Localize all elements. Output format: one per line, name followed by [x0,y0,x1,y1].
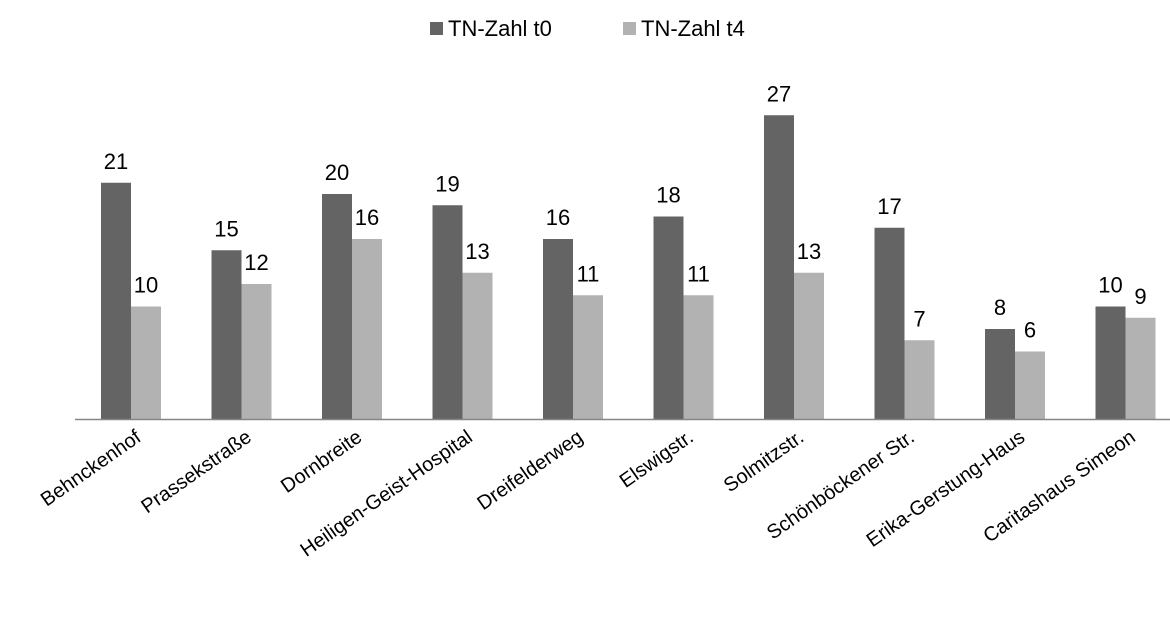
category-label-solmitzstr: Solmitzstr. [720,426,808,497]
value-label-tn-zahl-t4-schoenboeckener-str: 7 [913,306,925,331]
value-label-tn-zahl-t4-solmitzstr: 13 [797,239,821,264]
value-label-tn-zahl-t0-heiligen-geist-hospital: 19 [435,171,459,196]
category-label-elswigstr: Elswigstr. [616,426,698,492]
value-label-tn-zahl-t4-caritashaus-simeon: 9 [1134,284,1146,309]
bar-tn-zahl-t4-erika-gerstung-haus [1015,351,1045,419]
legend-swatch-tn-zahl-t4 [623,22,636,35]
bar-tn-zahl-t4-behnckenhof [131,306,161,419]
category-label-behnckenhof: Behnckenhof [37,426,146,511]
category-label-dornbreite: Dornbreite [277,426,366,498]
bar-tn-zahl-t0-elswigstr [653,216,684,419]
legend-label-tn-zahl-t4: TN-Zahl t4 [641,16,745,41]
value-label-tn-zahl-t0-solmitzstr: 27 [767,81,791,106]
value-label-tn-zahl-t4-dornbreite: 16 [355,205,379,230]
value-label-tn-zahl-t4-behnckenhof: 10 [134,273,158,298]
bar-tn-zahl-t4-prassekstrasse [241,284,272,419]
value-label-tn-zahl-t0-prassekstrasse: 15 [214,216,238,241]
bar-tn-zahl-t4-dornbreite [352,239,382,419]
bar-tn-zahl-t4-elswigstr [683,295,714,419]
legend: TN-Zahl t0 TN-Zahl t4 [430,16,745,41]
bar-tn-zahl-t4-heiligen-geist-hospital [462,272,493,419]
bar-tn-zahl-t0-prassekstrasse [211,250,242,419]
bar-tn-zahl-t0-schoenboeckener-str [874,227,905,419]
bar-tn-zahl-t0-dreifelderweg [543,239,573,419]
value-label-tn-zahl-t0-caritashaus-simeon: 10 [1098,273,1122,298]
bar-tn-zahl-t0-solmitzstr [764,115,794,419]
value-label-tn-zahl-t4-heiligen-geist-hospital: 13 [465,239,489,264]
category-label-dreifelderweg: Dreifelderweg [473,426,587,515]
value-label-tn-zahl-t4-dreifelderweg: 11 [577,261,600,286]
bar-tn-zahl-t0-dornbreite [322,194,352,419]
value-label-tn-zahl-t4-prassekstrasse: 12 [244,250,268,275]
bars-group [101,115,1156,419]
bar-tn-zahl-t0-caritashaus-simeon [1095,306,1126,419]
value-label-tn-zahl-t4-elswigstr: 11 [687,261,710,286]
category-label-prassekstrasse: Prassekstraße [137,426,255,518]
value-label-tn-zahl-t0-dornbreite: 20 [325,160,349,185]
value-label-tn-zahl-t0-elswigstr: 18 [656,183,680,208]
value-label-tn-zahl-t0-behnckenhof: 21 [104,149,128,174]
bar-tn-zahl-t0-behnckenhof [101,182,131,419]
legend-label-tn-zahl-t0: TN-Zahl t0 [448,16,552,41]
bar-tn-zahl-t4-schoenboeckener-str [904,340,935,419]
legend-swatch-tn-zahl-t0 [430,22,443,35]
value-label-tn-zahl-t0-erika-gerstung-haus: 8 [994,295,1006,320]
bar-tn-zahl-t4-solmitzstr [794,272,824,419]
bar-tn-zahl-t0-heiligen-geist-hospital [432,205,463,419]
bar-tn-zahl-t4-caritashaus-simeon [1125,317,1156,419]
value-label-tn-zahl-t0-schoenboeckener-str: 17 [877,194,901,219]
value-label-tn-zahl-t4-erika-gerstung-haus: 6 [1024,318,1036,343]
bar-tn-zahl-t0-erika-gerstung-haus [985,329,1015,419]
value-label-tn-zahl-t0-dreifelderweg: 16 [546,205,570,230]
bar-tn-zahl-t4-dreifelderweg [573,295,603,419]
